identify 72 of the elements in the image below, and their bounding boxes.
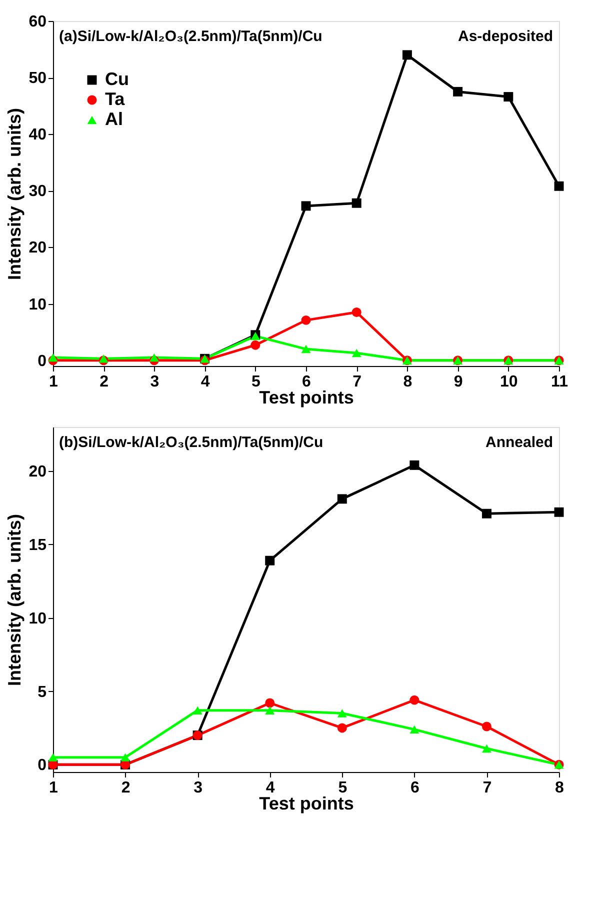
legend-label: Ta [105,89,126,109]
x-tick-label: 4 [266,780,275,796]
point [48,753,58,762]
x-tick-label: 4 [200,374,210,390]
point [504,92,514,102]
y-tick-label: 10 [28,296,47,314]
y-tick-label: 10 [28,610,47,628]
y-tick-label: 0 [38,757,47,774]
y-tick-label: 0 [38,352,47,370]
y-axis-title: Intensity (arb. units) [4,108,25,280]
point [337,709,347,718]
x-tick-label: 6 [410,780,420,796]
point [482,744,492,753]
point [402,50,412,60]
point [265,698,275,708]
x-tick-label: 2 [121,780,130,796]
x-tick-label: 8 [403,374,412,390]
point [337,494,347,504]
chart-title: (a)Si/Low-k/Al₂O₃(2.5nm)/Ta(5nm)/Cu [59,28,322,45]
point [352,348,362,358]
y-tick-label: 40 [28,126,47,144]
x-tick-label: 8 [555,780,564,796]
y-axis-title: Intensity (arb. units) [4,514,25,686]
x-tick-label: 3 [150,374,160,390]
point [98,354,108,363]
annotation: Annealed [485,434,553,451]
x-tick-label: 5 [251,374,260,390]
x-tick-label: 3 [194,780,203,796]
x-axis-title: Test points [259,388,354,408]
point [149,353,159,362]
point [337,723,347,733]
x-tick-label: 6 [302,374,312,390]
x-tick-label: 7 [482,780,492,796]
x-tick-label: 9 [454,374,463,390]
annotation: As-deposited [458,28,553,45]
x-tick-label: 1 [49,780,58,796]
point [48,353,58,362]
x-tick-label: 7 [352,374,362,390]
y-tick-label: 15 [28,536,47,554]
x-tick-label: 10 [500,374,518,390]
point [301,315,311,325]
point [554,181,564,191]
point [453,86,463,96]
y-tick-label: 50 [28,70,47,88]
point [554,507,564,517]
point [301,201,311,211]
point [482,508,492,518]
point [120,753,130,762]
point [352,308,362,318]
point [482,722,492,732]
y-tick-label: 60 [28,14,47,30]
point [192,706,202,714]
text: (b)Si/Low-k/Al₂O₃(2.5nm)/Ta(5nm)/Cu [59,434,324,451]
y-tick-label: 5 [38,684,47,701]
x-tick-label: 1 [49,374,58,390]
legend-label: Cu [105,69,129,89]
x-tick-label: 5 [338,780,348,796]
point [250,340,260,350]
point [410,725,420,734]
point [265,556,275,566]
y-tick-label: 30 [28,183,47,200]
point [410,460,420,470]
legend-label: Al [105,109,123,129]
y-tick-label: 20 [28,464,47,481]
x-axis-title: Test points [259,794,354,814]
x-tick-label: 11 [551,374,568,390]
point [301,344,311,354]
point [265,706,275,714]
y-tick-label: 20 [28,240,47,257]
x-tick-label: 2 [100,374,109,390]
point [352,198,362,208]
point [410,695,420,705]
